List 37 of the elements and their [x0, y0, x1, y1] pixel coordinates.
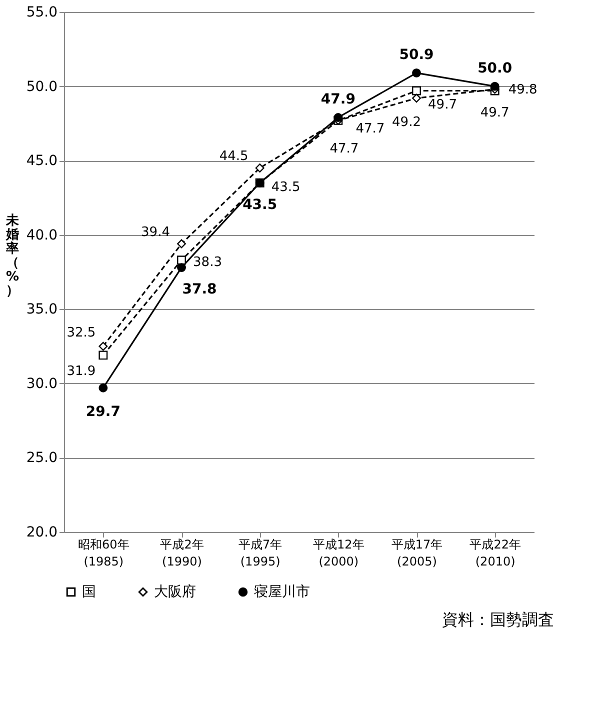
- x-tick-label: 昭和60年 (1985): [78, 538, 130, 568]
- x-tick-label: 平成12年 (2000): [313, 538, 364, 568]
- y-tick-label: 20.0: [26, 524, 58, 540]
- x-tick-label: 平成22年 (2010): [470, 538, 521, 568]
- text: 資料：国勢調査: [442, 610, 554, 629]
- legend-label: 国: [82, 584, 96, 600]
- data-label: 32.5: [66, 325, 96, 340]
- y-axis-title: 未婚率（%）: [5, 214, 20, 298]
- y-tick-label: 45.0: [26, 153, 58, 170]
- data-label: 29.7: [86, 404, 120, 420]
- data-label: 50.0: [478, 60, 512, 76]
- y-tick-label: 30.0: [26, 376, 58, 392]
- y-tick-label: 25.0: [26, 450, 58, 466]
- data-label: 49.7: [428, 98, 457, 113]
- x-tick-label: 平成2年 (1990): [160, 538, 204, 568]
- data-label: 43.5: [271, 180, 300, 195]
- data-label: 31.9: [66, 364, 96, 380]
- data-label: 47.7: [330, 141, 359, 156]
- data-label: 43.5: [242, 196, 278, 213]
- data-label: 49.2: [392, 115, 421, 130]
- y-tick-label: 40.0: [26, 227, 58, 244]
- data-label: 47.7: [356, 121, 385, 136]
- legend-label: 大阪府: [154, 584, 196, 600]
- data-label: 47.9: [320, 91, 356, 108]
- data-label: 49.8: [508, 82, 538, 98]
- x-tick-label: 平成7年 (1995): [238, 538, 282, 568]
- x-tick-label: 平成17年 (2005): [391, 538, 443, 568]
- data-label: 38.3: [193, 255, 222, 270]
- data-label: 39.4: [141, 224, 170, 240]
- data-label: 37.8: [182, 282, 217, 298]
- legend-label: 寝屋川市: [254, 584, 310, 600]
- y-tick-label: 55.0: [26, 4, 58, 20]
- data-label: 44.5: [219, 149, 248, 164]
- y-tick-label: 35.0: [26, 302, 58, 318]
- data-label: 49.7: [480, 106, 510, 121]
- y-tick-label: 50.0: [26, 78, 58, 95]
- data-label: 50.9: [399, 46, 434, 63]
